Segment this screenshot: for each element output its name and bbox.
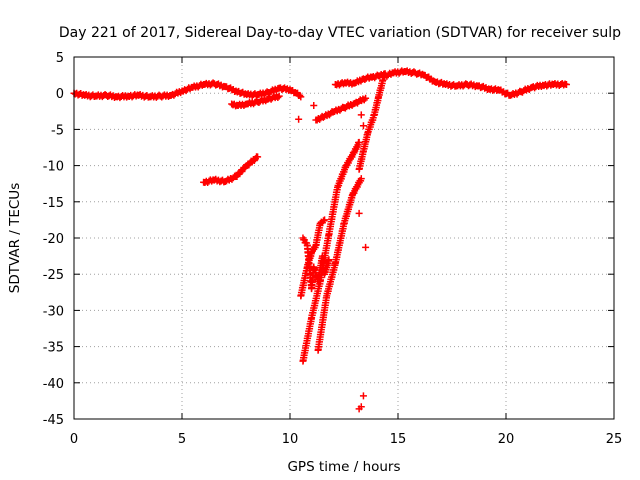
series-isolated <box>295 102 370 413</box>
point-markers <box>355 76 387 173</box>
x-tick-label: 15 <box>390 432 407 447</box>
x-tick-label: 20 <box>498 432 515 447</box>
series-dip-8h <box>228 92 283 110</box>
x-tick-label: 10 <box>282 432 299 447</box>
x-tick-label: 0 <box>70 432 78 447</box>
data-points <box>70 67 570 413</box>
y-tick-label: 5 <box>56 51 64 66</box>
point-markers <box>228 92 283 110</box>
x-axis-ticks: 0 5 10 15 20 25 <box>70 57 622 447</box>
series-baseline-late <box>379 67 570 99</box>
point-markers <box>312 94 370 124</box>
y-tick-label: -5 <box>51 123 64 138</box>
x-tick-label: 5 <box>178 432 186 447</box>
y-tick-label: -25 <box>43 268 64 283</box>
point-markers <box>295 102 370 413</box>
point-markers <box>299 234 333 293</box>
y-tick-label: -20 <box>43 232 64 247</box>
point-markers <box>379 67 570 99</box>
series-mid-cluster <box>299 234 333 293</box>
y-axis-label: SDTVAR / TECUs <box>7 183 23 293</box>
y-tick-label: -15 <box>43 196 64 211</box>
x-tick-label: 25 <box>606 432 623 447</box>
series-rise-13h <box>355 76 387 173</box>
chart-title: Day 221 of 2017, Sidereal Day-to-day VTE… <box>59 25 621 41</box>
series-recovery-11h <box>312 94 370 124</box>
series-steep-c <box>314 175 365 354</box>
y-axis-ticks: 5 0 -5 -10 -15 -20 -25 -30 -35 -40 -45 <box>43 51 614 428</box>
y-tick-label: 0 <box>56 87 64 102</box>
y-tick-label: -35 <box>43 341 64 356</box>
y-tick-label: -10 <box>43 160 64 175</box>
point-markers <box>314 175 365 354</box>
x-axis-label: GPS time / hours <box>287 459 400 475</box>
series-low-arc-6h <box>200 153 262 186</box>
y-tick-label: -40 <box>43 377 64 392</box>
y-tick-label: -45 <box>43 413 64 428</box>
point-markers <box>200 153 262 186</box>
plot-frame <box>73 56 615 420</box>
y-tick-label: -30 <box>43 304 64 319</box>
grid <box>74 57 614 419</box>
